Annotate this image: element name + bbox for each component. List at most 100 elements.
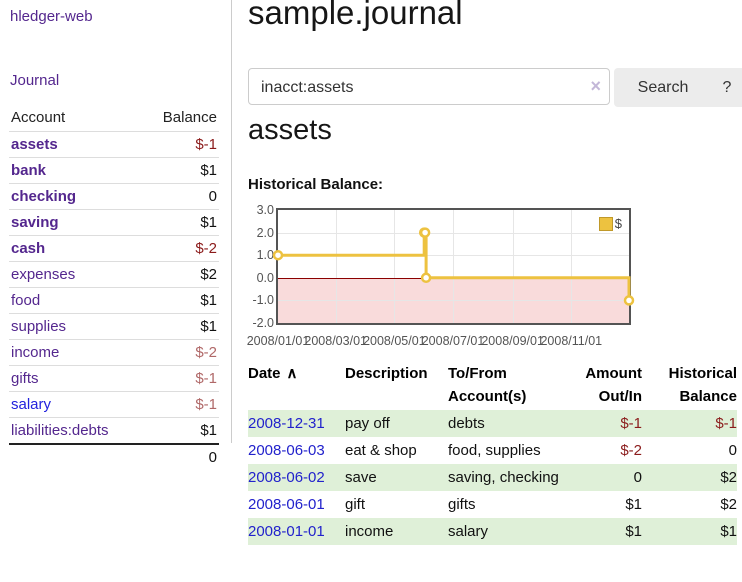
account-link[interactable]: liabilities:debts (11, 422, 109, 439)
account-balance: $1 (142, 313, 219, 340)
transaction-date-link[interactable]: 2008-06-02 (248, 469, 325, 486)
accounts-total-row: 0 (9, 443, 219, 470)
register-table: Date ∧ Description To/From Account(s) Amount O… (248, 360, 737, 545)
account-balance: $-1 (142, 365, 219, 392)
transaction-balance-cell: $-1 (715, 415, 737, 432)
chart-gridline (453, 210, 455, 323)
transaction-date-cell: 2008-06-03 (248, 437, 345, 464)
account-link[interactable]: checking (11, 188, 77, 205)
transaction-date-link[interactable]: 2008-06-03 (248, 442, 325, 459)
transaction-balance-cell: $1 (720, 523, 737, 540)
search-box: × (248, 68, 610, 106)
account-heading: assets (248, 114, 332, 146)
account-link[interactable]: food (11, 292, 41, 309)
register-col-header-line: Out/In (598, 388, 642, 405)
chart-title: Historical Balance: (248, 176, 384, 193)
account-row: saving $1 (9, 209, 219, 236)
y-axis-label: 3.0 (256, 203, 274, 217)
x-axis-label: 2008/03/01 (304, 334, 367, 348)
account-balance: $-1 (142, 131, 219, 158)
transaction-accounts-cell: debts (448, 415, 485, 432)
table-row: 2008-01-01 income salary $1 $1 (248, 518, 737, 545)
transaction-description-cell: pay off (345, 415, 390, 432)
series-line (278, 231, 631, 301)
account-link[interactable]: saving (11, 214, 59, 231)
y-axis-label: -1.0 (252, 293, 274, 308)
register-col-header: Historical Balance (642, 360, 737, 410)
account-balance: $-1 (142, 391, 219, 418)
search-button[interactable]: Search (614, 68, 712, 107)
register-col-header-line: Date ∧ (248, 365, 298, 382)
transaction-description-cell: income (345, 523, 394, 540)
accounts-header-balance: Balance (162, 109, 217, 126)
transaction-amount-cell: 0 (633, 469, 642, 486)
account-balance: $1 (142, 287, 219, 314)
account-cell: checking (9, 183, 143, 210)
chart-legend: $ (596, 215, 624, 232)
clear-search-icon[interactable]: × (590, 76, 601, 96)
chart-gridline (394, 210, 396, 323)
register-col-header-line: Account(s) (448, 388, 527, 405)
legend-swatch-icon (598, 216, 613, 231)
account-row: income $-2 (9, 339, 219, 366)
transaction-date-link[interactable]: 2008-01-01 (248, 523, 325, 540)
account-cell: expenses (9, 261, 143, 288)
transaction-description-cell: save (345, 469, 377, 486)
account-link[interactable]: gifts (11, 370, 39, 387)
help-button[interactable]: ? (703, 68, 742, 107)
transaction-amount-cell: $-2 (620, 442, 642, 459)
app-title-link[interactable]: hledger-web (10, 8, 93, 25)
register-col-header: To/From Account(s) (448, 360, 566, 410)
register-col-header: Amount Out/In (566, 360, 642, 410)
account-link[interactable]: bank (11, 162, 47, 179)
transaction-date-cell: 2008-12-31 (248, 410, 345, 437)
transaction-amount-cell: $-1 (620, 415, 642, 432)
account-row: assets $-1 (9, 131, 219, 158)
account-link[interactable]: salary (11, 396, 52, 413)
register-col-header: Description (345, 360, 448, 410)
account-balance: $-2 (142, 235, 219, 262)
transaction-date-link[interactable]: 2008-06-01 (248, 496, 325, 513)
accounts-total-value: 0 (142, 443, 219, 470)
register-col-header-line: Amount (585, 365, 642, 382)
x-axis-label: 2008/01/01 (246, 334, 310, 348)
page-title: sample.journal (248, 0, 463, 31)
account-link[interactable]: assets (11, 136, 58, 153)
account-row: salary $-1 (9, 391, 219, 418)
x-axis-label: 2008/09/01 (481, 334, 544, 348)
register-col-header-line: Balance (679, 388, 737, 405)
transaction-balance-cell: $2 (720, 469, 737, 486)
accounts-table: Account Balance assets $-1 bank $1 checking 0… (9, 106, 219, 470)
account-row: bank $1 (9, 157, 219, 184)
chart-gridline (512, 210, 514, 323)
y-axis-label: -2.0 (252, 316, 274, 330)
transaction-date-link[interactable]: 2008-12-31 (248, 415, 325, 432)
search-input[interactable] (259, 69, 583, 106)
account-link[interactable]: income (11, 344, 60, 361)
register-col-header[interactable]: Date ∧ (248, 360, 345, 410)
sort-asc-icon[interactable]: ∧ (286, 365, 298, 382)
account-row: food $1 (9, 287, 219, 314)
account-cell: cash (9, 235, 143, 262)
y-axis-label: 0.0 (256, 270, 274, 285)
account-balance: $1 (142, 209, 219, 236)
x-axis-label: 2008/05/01 (363, 334, 426, 348)
register-col-header-line: Description (345, 365, 428, 382)
search-form: × Search ? (248, 68, 742, 107)
chart-gridline (335, 210, 337, 323)
account-balance: $1 (142, 157, 219, 184)
sidebar-item-journal[interactable]: Journal (10, 72, 60, 89)
account-link[interactable]: expenses (11, 266, 76, 283)
transaction-accounts-cell: food, supplies (448, 442, 541, 459)
account-link[interactable]: supplies (11, 318, 67, 335)
transaction-amount-cell: $1 (625, 523, 642, 540)
account-row: supplies $1 (9, 313, 219, 340)
chart-gridline (571, 210, 573, 323)
account-cell: saving (9, 209, 143, 236)
account-link[interactable]: cash (11, 240, 46, 257)
transaction-accounts-cell: gifts (448, 496, 476, 513)
chart-series (272, 227, 635, 306)
table-row: 2008-06-03 eat & shop food, supplies $-2 0 (248, 437, 737, 464)
account-cell: supplies (9, 313, 143, 340)
transaction-accounts-cell: salary (448, 523, 489, 540)
